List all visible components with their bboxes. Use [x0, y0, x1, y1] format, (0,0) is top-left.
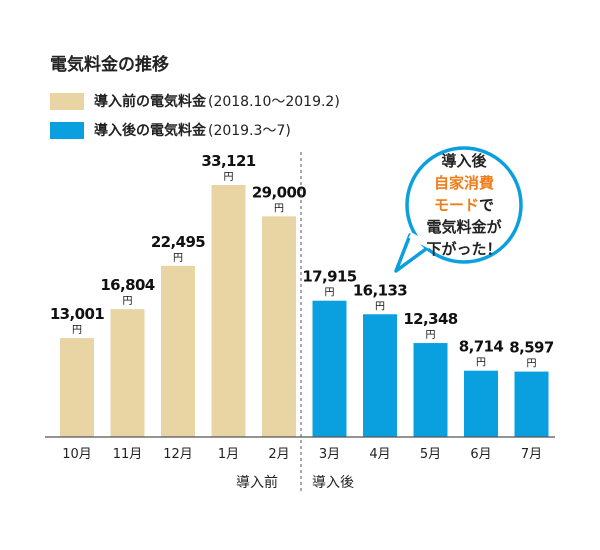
callout-line-3-rest: で — [479, 196, 495, 214]
value-label-3: 22,495 — [151, 233, 205, 251]
value-label-8: 12,348 — [403, 310, 457, 328]
bar-5 — [262, 216, 296, 437]
category-label-5: 2月 — [268, 447, 289, 462]
unit-label-6: 円 — [325, 288, 335, 299]
value-label-2: 16,804 — [100, 276, 154, 294]
category-label-8: 5月 — [420, 447, 441, 462]
chart-title: 電気料金の推移 — [50, 55, 169, 75]
unit-label-2: 円 — [123, 296, 133, 307]
category-label-1: 10月 — [62, 447, 92, 462]
callout-line-3: モードで — [418, 194, 510, 216]
phase-label-after: 導入後 — [312, 475, 354, 491]
unit-label-8: 円 — [426, 330, 436, 341]
callout-line-3-highlight: モード — [433, 196, 479, 214]
unit-label-10: 円 — [527, 359, 537, 370]
legend-label-after: 導入後の電気料金 — [94, 123, 206, 139]
phase-label-before: 導入前 — [236, 475, 278, 491]
unit-label-3: 円 — [173, 253, 183, 264]
unit-label-5: 円 — [274, 203, 284, 214]
legend-note-after: (2019.3～7) — [208, 123, 291, 139]
unit-label-9: 円 — [476, 358, 486, 369]
legend-label-before: 導入前の電気料金 — [94, 94, 206, 110]
value-label-9: 8,714 — [459, 338, 504, 356]
bar-3 — [161, 265, 195, 437]
bar-8 — [413, 343, 448, 437]
callout-text: 導入後 自家消費 モードで 電気料金が 下がった！ — [418, 150, 510, 260]
bar-1 — [60, 338, 94, 437]
category-label-9: 6月 — [470, 447, 491, 462]
unit-label-1: 円 — [72, 325, 82, 336]
category-label-10: 7月 — [521, 447, 542, 462]
callout-line-2: 自家消費 — [433, 174, 494, 192]
callout-line-5: 下がった！ — [426, 240, 502, 258]
unit-label-7: 円 — [375, 301, 385, 312]
bar-7 — [363, 314, 397, 437]
callout-line-1: 導入後 — [441, 152, 487, 170]
bar-2 — [110, 309, 145, 437]
value-label-5: 29,000 — [252, 183, 306, 201]
value-label-6: 17,915 — [302, 268, 356, 286]
bar-9 — [464, 370, 498, 437]
legend-item-before: 導入前の電気料金 (2018.10～2019.2) — [50, 91, 340, 111]
category-label-2: 11月 — [113, 447, 143, 462]
category-label-7: 4月 — [369, 447, 390, 462]
bar-4 — [211, 185, 246, 437]
legend-swatch-before — [50, 92, 84, 110]
legend-item-after: 導入後の電気料金 (2019.3～7) — [50, 120, 291, 140]
bar-6 — [312, 300, 347, 437]
callout-line-4: 電気料金が — [426, 218, 502, 236]
category-label-4: 1月 — [218, 447, 239, 462]
value-label-10: 8,597 — [509, 339, 554, 357]
legend-note-before: (2018.10～2019.2) — [208, 94, 340, 110]
bar-10 — [514, 371, 549, 437]
category-label-6: 3月 — [319, 447, 340, 462]
category-label-3: 12月 — [163, 447, 193, 462]
legend-swatch-after — [50, 121, 84, 139]
value-label-7: 16,133 — [353, 281, 407, 299]
speech-bubble — [394, 146, 523, 273]
unit-label-4: 円 — [224, 172, 234, 183]
value-label-4: 33,121 — [201, 152, 255, 170]
value-label-1: 13,001 — [50, 305, 104, 323]
